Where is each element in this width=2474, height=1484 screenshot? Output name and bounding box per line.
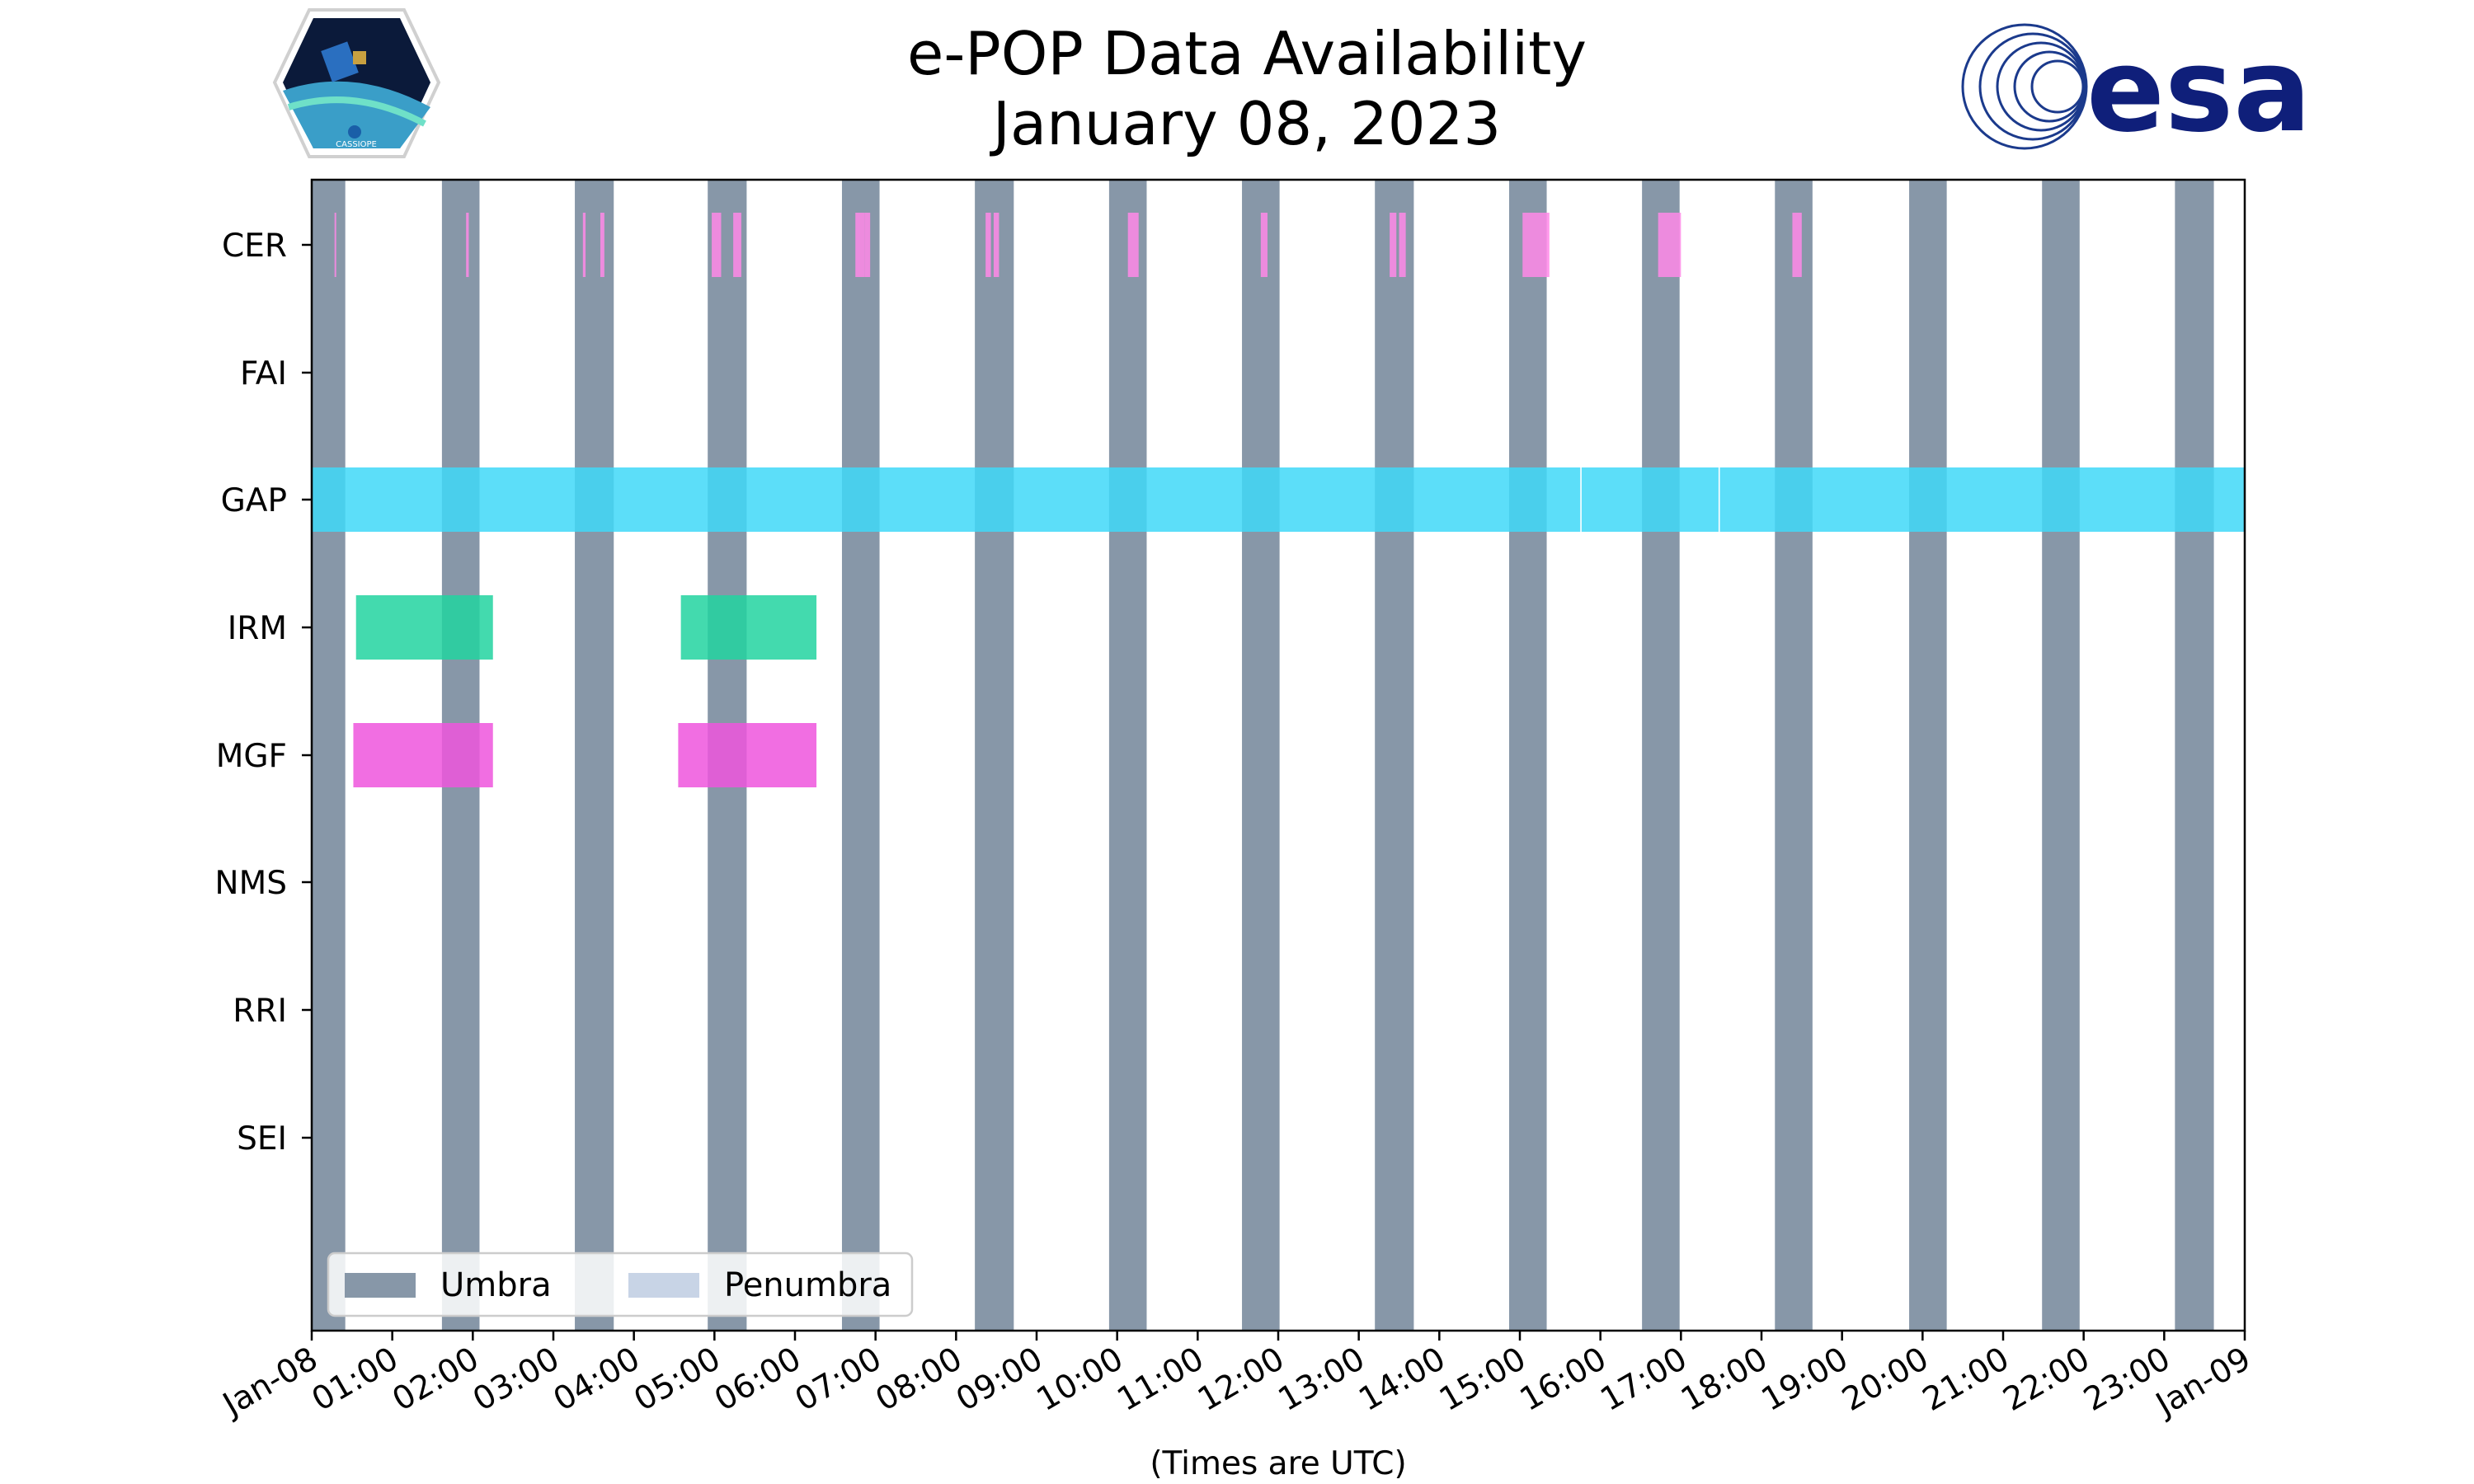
y-tick-label-cer: CER — [222, 228, 287, 265]
x-tick-label-19: 19:00 — [1756, 1341, 1855, 1419]
esa-logo-text: esa — [2086, 24, 2312, 158]
x-tick-label-9: 09:00 — [950, 1341, 1049, 1419]
x-tick-label-21: 21:00 — [1917, 1341, 2015, 1419]
x-tick-label-12: 12:00 — [1192, 1341, 1291, 1419]
bar-cer-2 — [582, 213, 586, 277]
bar-cer-8 — [985, 213, 991, 277]
legend-swatch-umbra — [345, 1273, 416, 1298]
legend-box — [327, 1252, 914, 1317]
x-tick-label-5: 05:00 — [628, 1341, 727, 1419]
bar-cer-12 — [1390, 213, 1397, 277]
bar-cer-15 — [1658, 213, 1681, 277]
x-tick-label-1: 01:00 — [306, 1341, 405, 1419]
x-tick-label-8: 08:00 — [869, 1341, 968, 1419]
bar-cer-3 — [600, 213, 604, 277]
legend-label-penumbra: Penumbra — [724, 1266, 891, 1304]
bar-cer-7 — [864, 213, 871, 277]
bar-cer-14 — [1522, 213, 1550, 277]
umbra-band-6 — [1108, 180, 1147, 1331]
bar-cer-9 — [993, 213, 999, 277]
x-tick-label-17: 17:00 — [1594, 1341, 1693, 1419]
bar-cer-6 — [855, 213, 865, 277]
bar-gap-0 — [312, 467, 1581, 532]
bar-cer-13 — [1399, 213, 1406, 277]
cassiope-logo: CASSIOPE — [272, 8, 441, 158]
bar-gap-1 — [1581, 467, 1719, 532]
x-tick-label-10: 10:00 — [1031, 1341, 1130, 1419]
bar-cer-5 — [733, 213, 741, 277]
bar-cer-16 — [1792, 213, 1802, 277]
bar-irm-0 — [355, 595, 493, 660]
umbra-band-13 — [2042, 180, 2080, 1331]
bar-cer-0 — [334, 213, 336, 277]
x-tick-label-16: 16:00 — [1514, 1341, 1613, 1419]
umbra-band-14 — [2175, 180, 2214, 1331]
bar-cer-1 — [466, 213, 469, 277]
bar-mgf-0 — [353, 723, 493, 787]
x-axis-label: (Times are UTC) — [1150, 1445, 1406, 1482]
umbra-band-4 — [841, 180, 880, 1331]
umbra-band-7 — [1242, 180, 1280, 1331]
umbra-band-0 — [312, 180, 346, 1331]
esa-swirl-icon — [1961, 23, 2088, 150]
x-tick-label-7: 07:00 — [789, 1341, 888, 1419]
y-tick-label-fai: FAI — [240, 355, 287, 392]
chart-title: e-POP Data Availability — [907, 19, 1587, 88]
y-tick-label-rri: RRI — [233, 993, 287, 1030]
y-tick-label-mgf: MGF — [216, 738, 287, 775]
x-tick-label-0: Jan-08 — [215, 1341, 324, 1425]
x-tick-label-20: 20:00 — [1836, 1341, 1935, 1419]
bar-gap-2 — [1719, 467, 2245, 532]
bar-cer-11 — [1260, 213, 1268, 277]
y-tick-label-nms: NMS — [214, 865, 287, 902]
legend-swatch-penumbra — [628, 1273, 699, 1298]
bar-irm-1 — [680, 595, 817, 660]
x-tick-label-22: 22:00 — [1997, 1341, 2096, 1419]
legend-label-umbra: Umbra — [440, 1266, 552, 1304]
umbra-band-11 — [1775, 180, 1813, 1331]
y-tick-label-sei: SEI — [237, 1120, 287, 1158]
umbra-band-12 — [1909, 180, 1947, 1331]
y-tick-label-gap: GAP — [221, 482, 287, 519]
chart-subtitle: January 08, 2023 — [990, 89, 1501, 158]
umbra-band-2 — [575, 180, 614, 1331]
x-tick-label-4: 04:00 — [548, 1341, 647, 1419]
x-tick-label-18: 18:00 — [1675, 1341, 1774, 1419]
x-tick-label-11: 11:00 — [1111, 1341, 1210, 1419]
plot-area: CER FAI GAP IRM MGF NMS RRI SEI Jan-0801:0002:00… — [214, 178, 2257, 1482]
x-tick-label-6: 06:00 — [708, 1341, 807, 1419]
umbra-band-8 — [1375, 180, 1414, 1331]
umbra-band-5 — [975, 180, 1014, 1331]
bar-mgf-1 — [678, 723, 817, 787]
esa-logo: esa — [1961, 23, 2312, 158]
bar-cer-4 — [712, 213, 722, 277]
x-tick-label-14: 14:00 — [1352, 1341, 1451, 1419]
umbra-band-9 — [1508, 180, 1547, 1331]
y-tick-label-irm: IRM — [228, 610, 287, 647]
umbra-band-10 — [1642, 180, 1680, 1331]
bar-cer-10 — [1127, 213, 1139, 277]
cassiope-logo-text: CASSIOPE — [336, 140, 377, 149]
x-tick-label-13: 13:00 — [1272, 1341, 1371, 1419]
x-tick-label-3: 03:00 — [467, 1341, 566, 1419]
x-tick-label-2: 02:00 — [386, 1341, 485, 1419]
x-tick-label-15: 15:00 — [1433, 1341, 1532, 1419]
